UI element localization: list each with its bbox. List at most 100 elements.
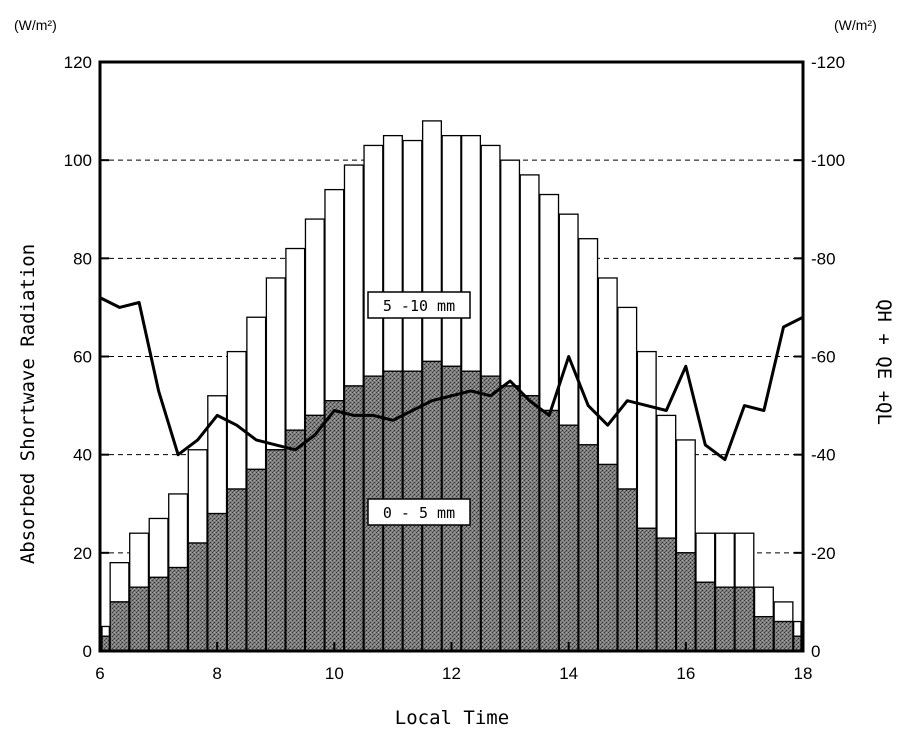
bar-upper-2 [129,532,150,588]
bar-upper-30 [675,439,696,554]
bar-upper-17 [421,120,443,363]
ytick-label-left-20: 20 [73,544,92,563]
bar-lower-21 [500,385,521,652]
bar-upper-13 [343,164,364,387]
ytick-label-right--40: -40 [811,446,836,465]
ytick-label-right--100: -100 [811,151,845,170]
y-axis-label-right: QH + QE +QL [873,299,895,425]
ytick-label-right-0: 0 [811,642,820,661]
xtick-label-16: 16 [676,664,695,683]
xtick-label-12: 12 [442,664,461,683]
line-qh-qe-ql [99,296,804,462]
bar-upper-34 [753,586,774,618]
bar-lower-26 [597,463,618,652]
bar-lower-34 [753,615,774,652]
bar-upper-12 [324,188,345,402]
bar-lower-35 [773,620,794,652]
xtick-label-10: 10 [325,664,344,683]
bar-upper-32 [714,532,735,588]
bar-upper-21 [500,159,521,387]
bar-upper-14 [363,144,384,377]
bar-upper-36 [792,620,802,637]
ytick-label-left-40: 40 [73,446,92,465]
ytick-label-right--120: -120 [811,53,845,72]
bar-lower-33 [734,586,755,652]
bar-lower-6 [207,512,228,652]
bar-upper-35 [773,601,794,623]
ytick-label-right--60: -60 [811,348,836,367]
bar-lower-11 [304,414,325,652]
bar-upper-6 [207,395,228,515]
bar-lower-4 [168,566,189,652]
bar-upper-5 [187,449,208,544]
bar-upper-1 [109,562,130,603]
annotation-0-5mm-text: 0 - 5 mm [383,504,455,522]
bar-upper-26 [597,277,618,466]
bar-lower-13 [343,385,364,652]
y-right-unit: (W/m²) [834,17,877,33]
bar-upper-22 [519,174,540,397]
ticks: 0 20 40 60 80 100 120 0 -20 -40 -60 -80 -100 -120 6 8 10… [64,53,845,683]
ytick-label-right--20: -20 [811,544,836,563]
xtick-label-8: 8 [212,664,221,683]
bar-upper-3 [148,517,169,579]
y-left-unit: (W/m²) [14,17,57,33]
bar-upper-4 [168,493,189,569]
bar-upper-28 [636,350,657,529]
bar-lower-10 [285,429,306,652]
bar-lower-2 [129,586,150,652]
bar-lower-24 [558,424,579,652]
bar-lower-1 [109,601,130,652]
ytick-label-left-0: 0 [83,642,92,661]
line-series [99,296,804,462]
bar-lower-29 [656,537,677,652]
bar-lower-20 [480,375,501,652]
bars [101,120,802,652]
bar-lower-23 [539,409,560,652]
bar-lower-5 [187,542,208,652]
bar-upper-20 [480,144,501,377]
bar-upper-15 [382,134,403,372]
xtick-label-14: 14 [559,664,578,683]
bar-lower-22 [519,395,540,652]
ytick-label-left-100: 100 [64,151,92,170]
bar-upper-24 [558,213,579,426]
bar-lower-27 [617,488,638,652]
bar-upper-16 [402,139,423,372]
bar-lower-12 [324,400,345,652]
bar-lower-25 [578,444,599,652]
ytick-label-left-80: 80 [73,249,92,268]
bar-lower-32 [714,586,735,652]
y-axis-label-left: Absorbed Shortwave Radiation [17,244,39,564]
bar-lower-7 [226,488,247,652]
bar-upper-23 [539,193,560,412]
bar-upper-18 [441,134,462,367]
bar-upper-0 [101,625,111,637]
bar-lower-0 [101,635,111,652]
bar-upper-10 [285,247,306,431]
bar-upper-8 [246,316,267,471]
x-axis-label: Local Time [395,707,509,729]
bar-upper-9 [265,277,286,451]
bar-upper-27 [617,306,638,490]
annotation-0-5mm: 0 - 5 mm [367,498,471,526]
bar-lower-36 [792,635,802,652]
xtick-label-18: 18 [794,664,813,683]
bar-lower-3 [148,576,169,652]
bar-lower-9 [265,449,286,652]
bar-upper-29 [656,414,677,539]
annotation-5-10mm-text: 5 -10 mm [383,297,455,315]
bar-upper-31 [695,532,716,583]
bar-lower-8 [246,468,267,652]
xtick-label-6: 6 [95,664,104,683]
bar-lower-28 [636,527,657,652]
ytick-label-left-60: 60 [73,348,92,367]
annotation-5-10mm: 5 -10 mm [367,291,471,319]
bar-upper-19 [460,134,482,372]
ytick-label-right--80: -80 [811,249,836,268]
bar-lower-31 [695,581,716,652]
bar-upper-33 [734,532,755,588]
ytick-label-left-120: 120 [64,53,92,72]
bar-upper-11 [304,218,325,417]
